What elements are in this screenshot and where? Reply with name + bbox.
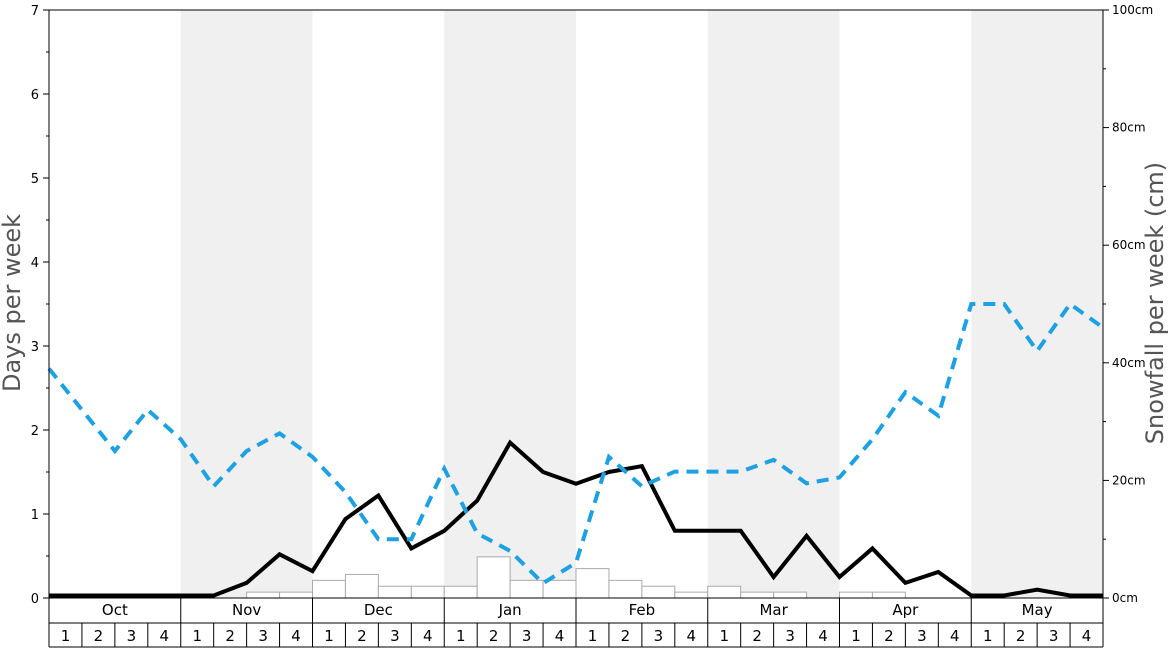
- month-label-apr: Apr: [892, 601, 919, 619]
- right-tick-label: 60cm: [1112, 238, 1146, 252]
- left-tick-label: 0: [31, 592, 39, 607]
- snowfall-bar: [773, 591, 808, 599]
- left-tick-label: 7: [31, 4, 39, 19]
- left-tick-label: 1: [31, 508, 39, 523]
- snowfall-bar: [740, 591, 775, 599]
- left-tick-label: 4: [31, 256, 39, 271]
- left-tick-label: 5: [31, 172, 39, 187]
- week-label: 3: [785, 627, 795, 645]
- week-label: 3: [1049, 627, 1059, 645]
- snowfall-bar: [312, 579, 346, 599]
- week-label: 2: [1016, 627, 1026, 645]
- week-label: 2: [621, 627, 631, 645]
- week-label: 1: [324, 627, 334, 645]
- week-label: 1: [61, 627, 71, 645]
- week-label: 3: [654, 627, 664, 645]
- week-label: 1: [851, 627, 861, 645]
- days-line: [49, 439, 1103, 598]
- week-label: 2: [752, 627, 762, 645]
- snowfall-bar: [707, 585, 742, 599]
- week-label: 4: [555, 627, 565, 645]
- snowfall-bar: [246, 591, 281, 599]
- shade-mar: [707, 10, 840, 598]
- snowfall-bar: [279, 591, 313, 599]
- snowfall-bar: [641, 585, 676, 599]
- month-label-jan: Jan: [498, 601, 522, 619]
- snowfall-bar: [839, 591, 873, 599]
- week-label: 3: [390, 627, 400, 645]
- snowfall-bar: [575, 568, 610, 599]
- snowfall-bar: [476, 556, 511, 599]
- week-label: 4: [291, 627, 301, 645]
- week-label: 4: [818, 627, 828, 645]
- snowfall-bar: [871, 591, 906, 599]
- month-label-mar: Mar: [759, 601, 788, 619]
- snowfall-bar: [542, 579, 577, 599]
- shade-nov: [180, 10, 313, 598]
- week-label: 3: [127, 627, 137, 645]
- week-label: 1: [719, 627, 729, 645]
- series-lines: [47, 301, 1105, 598]
- shade-jan: [444, 10, 576, 598]
- week-label: 2: [884, 627, 894, 645]
- right-axis-title: Snowfall per week (cm): [1141, 162, 1168, 444]
- week-label: 1: [588, 627, 598, 645]
- snowfall-bar: [344, 573, 379, 599]
- week-label: 1: [456, 627, 466, 645]
- week-label: 2: [357, 627, 367, 645]
- week-label: 4: [950, 627, 960, 645]
- week-label: 2: [225, 627, 235, 645]
- snowfall-bar: [509, 579, 544, 599]
- snowfall-bar: [608, 579, 643, 599]
- left-tick-label: 3: [31, 340, 39, 355]
- right-tick-label: 100cm: [1112, 3, 1153, 17]
- month-label-may: May: [1022, 601, 1053, 619]
- week-label: 4: [160, 627, 170, 645]
- left-tick-label: 6: [31, 88, 39, 103]
- week-label: 2: [489, 627, 499, 645]
- snowfall-bars: [246, 556, 906, 599]
- week-label: 2: [94, 627, 104, 645]
- week-label: 3: [258, 627, 268, 645]
- month-shading: [180, 10, 1103, 598]
- right-tick-label: 20cm: [1112, 473, 1146, 487]
- left-axis: 0 1 2 3 4 5 6 7: [31, 4, 49, 607]
- right-tick-label: 0cm: [1112, 591, 1138, 605]
- left-tick-label: 2: [31, 424, 39, 439]
- month-label-dec: Dec: [364, 601, 393, 619]
- week-label: 4: [423, 627, 433, 645]
- week-label: 4: [687, 627, 697, 645]
- week-label: 1: [983, 627, 993, 645]
- month-axis: Oct 1 2 3 4 Nov 1 2 3 4 Dec 1 2 3 4 Jan 1 2 3 4 Feb 1 2 3 4 Mar 1 2…: [48, 598, 1104, 648]
- week-label: 1: [192, 627, 202, 645]
- month-label-nov: Nov: [232, 601, 261, 619]
- snowfall-bar: [410, 585, 445, 599]
- right-tick-label: 40cm: [1112, 356, 1146, 370]
- right-axis: 0cm 20cm 40cm 60cm 80cm 100cm: [1103, 3, 1153, 605]
- month-label-feb: Feb: [629, 601, 656, 619]
- snowfall-bar: [674, 591, 709, 599]
- week-label: 3: [522, 627, 532, 645]
- month-label-oct: Oct: [102, 601, 128, 619]
- snowfall-bar: [377, 585, 412, 599]
- week-label: 3: [917, 627, 927, 645]
- week-label: 4: [1082, 627, 1092, 645]
- right-tick-label: 80cm: [1112, 121, 1146, 135]
- snowfall-bar: [443, 585, 478, 599]
- left-axis-title: Days per week: [0, 214, 26, 392]
